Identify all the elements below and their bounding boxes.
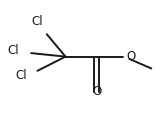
Text: O: O: [126, 50, 136, 63]
Text: Cl: Cl: [7, 44, 19, 57]
Text: Cl: Cl: [32, 15, 43, 28]
Text: O: O: [92, 85, 101, 98]
Text: Cl: Cl: [15, 69, 27, 82]
